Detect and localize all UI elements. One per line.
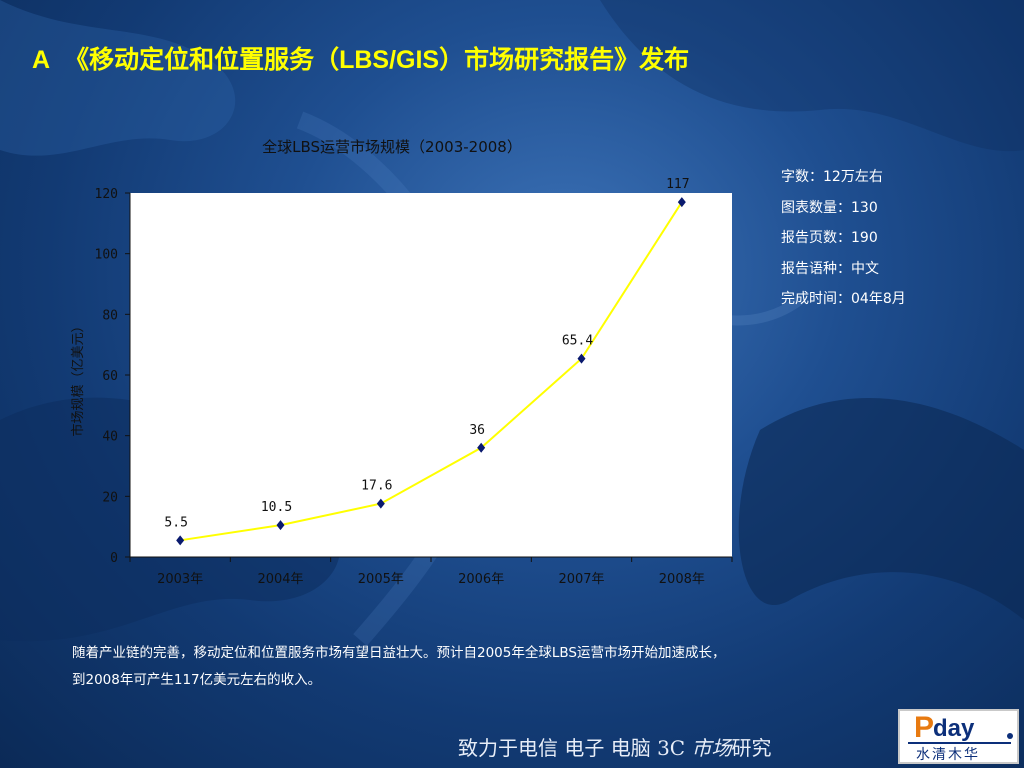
- x-tick-label: 2008年: [659, 572, 705, 587]
- data-point: [477, 442, 486, 453]
- y-tick-label: 120: [95, 187, 118, 202]
- logo-chinese: 水清木华: [916, 747, 980, 763]
- y-tick-label: 40: [102, 430, 118, 445]
- data-label: 10.5: [261, 500, 292, 515]
- info-row: 完成时间：04年8月: [781, 291, 906, 307]
- data-label: 17.6: [361, 479, 392, 494]
- footer-italic: 市场: [691, 736, 732, 760]
- y-tick-label: 60: [102, 369, 118, 384]
- x-tick-label: 2004年: [257, 572, 303, 587]
- info-row: 字数：12万左右: [781, 169, 883, 185]
- data-point: [577, 353, 586, 364]
- x-tick-label: 2005年: [358, 572, 404, 587]
- y-tick-label: 100: [95, 248, 118, 263]
- info-row: 报告语种：中文: [781, 260, 879, 277]
- logo-dot: [1007, 733, 1013, 739]
- pday-logo: P day 水清木华: [898, 709, 1019, 764]
- footer-slogan: 致力于电信 电子 电脑 3C 市场研究: [458, 732, 771, 761]
- summary-text: 随着产业链的完善，移动定位和位置服务市场有望日益壮大。预计自2005年全球LBS…: [72, 645, 726, 688]
- data-label: 36: [469, 423, 485, 438]
- plot-area: [130, 193, 732, 557]
- y-tick-label: 20: [102, 490, 118, 505]
- data-label: 5.5: [164, 515, 187, 530]
- data-point: [376, 498, 385, 509]
- y-axis-label: 市场规模（亿美元）: [70, 319, 86, 436]
- title-letter: A: [32, 46, 51, 74]
- y-tick-label: 80: [102, 308, 118, 323]
- data-point: [276, 520, 285, 531]
- x-tick-label: 2006年: [458, 572, 504, 587]
- series-line: [180, 201, 683, 542]
- data-label: 117: [666, 177, 689, 192]
- footer-suffix: 研究: [731, 736, 772, 760]
- logo-divider: [908, 742, 1011, 744]
- data-point: [176, 535, 185, 546]
- logo-day: day: [933, 715, 975, 742]
- info-row: 图表数量：130: [781, 199, 878, 216]
- slide-title: A 《移动定位和位置服务（LBS/GIS）市场研究报告》发布: [32, 40, 689, 76]
- report-info-list: 字数：12万左右 图表数量：130 报告页数：190 报告语种：中文完成时间：04年8…: [781, 162, 906, 315]
- title-text: 《移动定位和位置服务（LBS/GIS）市场研究报告》发布: [64, 46, 690, 74]
- info-row: 报告页数：190: [781, 230, 878, 246]
- footer-prefix: 致力于电信 电子 电脑 3C: [458, 736, 692, 760]
- chart-title: 全球LBS运营市场规模（2003-2008）: [262, 138, 522, 156]
- data-point: [677, 197, 686, 208]
- logo-p: P: [914, 711, 935, 744]
- data-label: 65.4: [562, 334, 593, 349]
- x-tick-label: 2003年: [157, 572, 203, 587]
- x-tick-label: 2007年: [558, 572, 604, 587]
- y-tick-label: 0: [110, 551, 118, 566]
